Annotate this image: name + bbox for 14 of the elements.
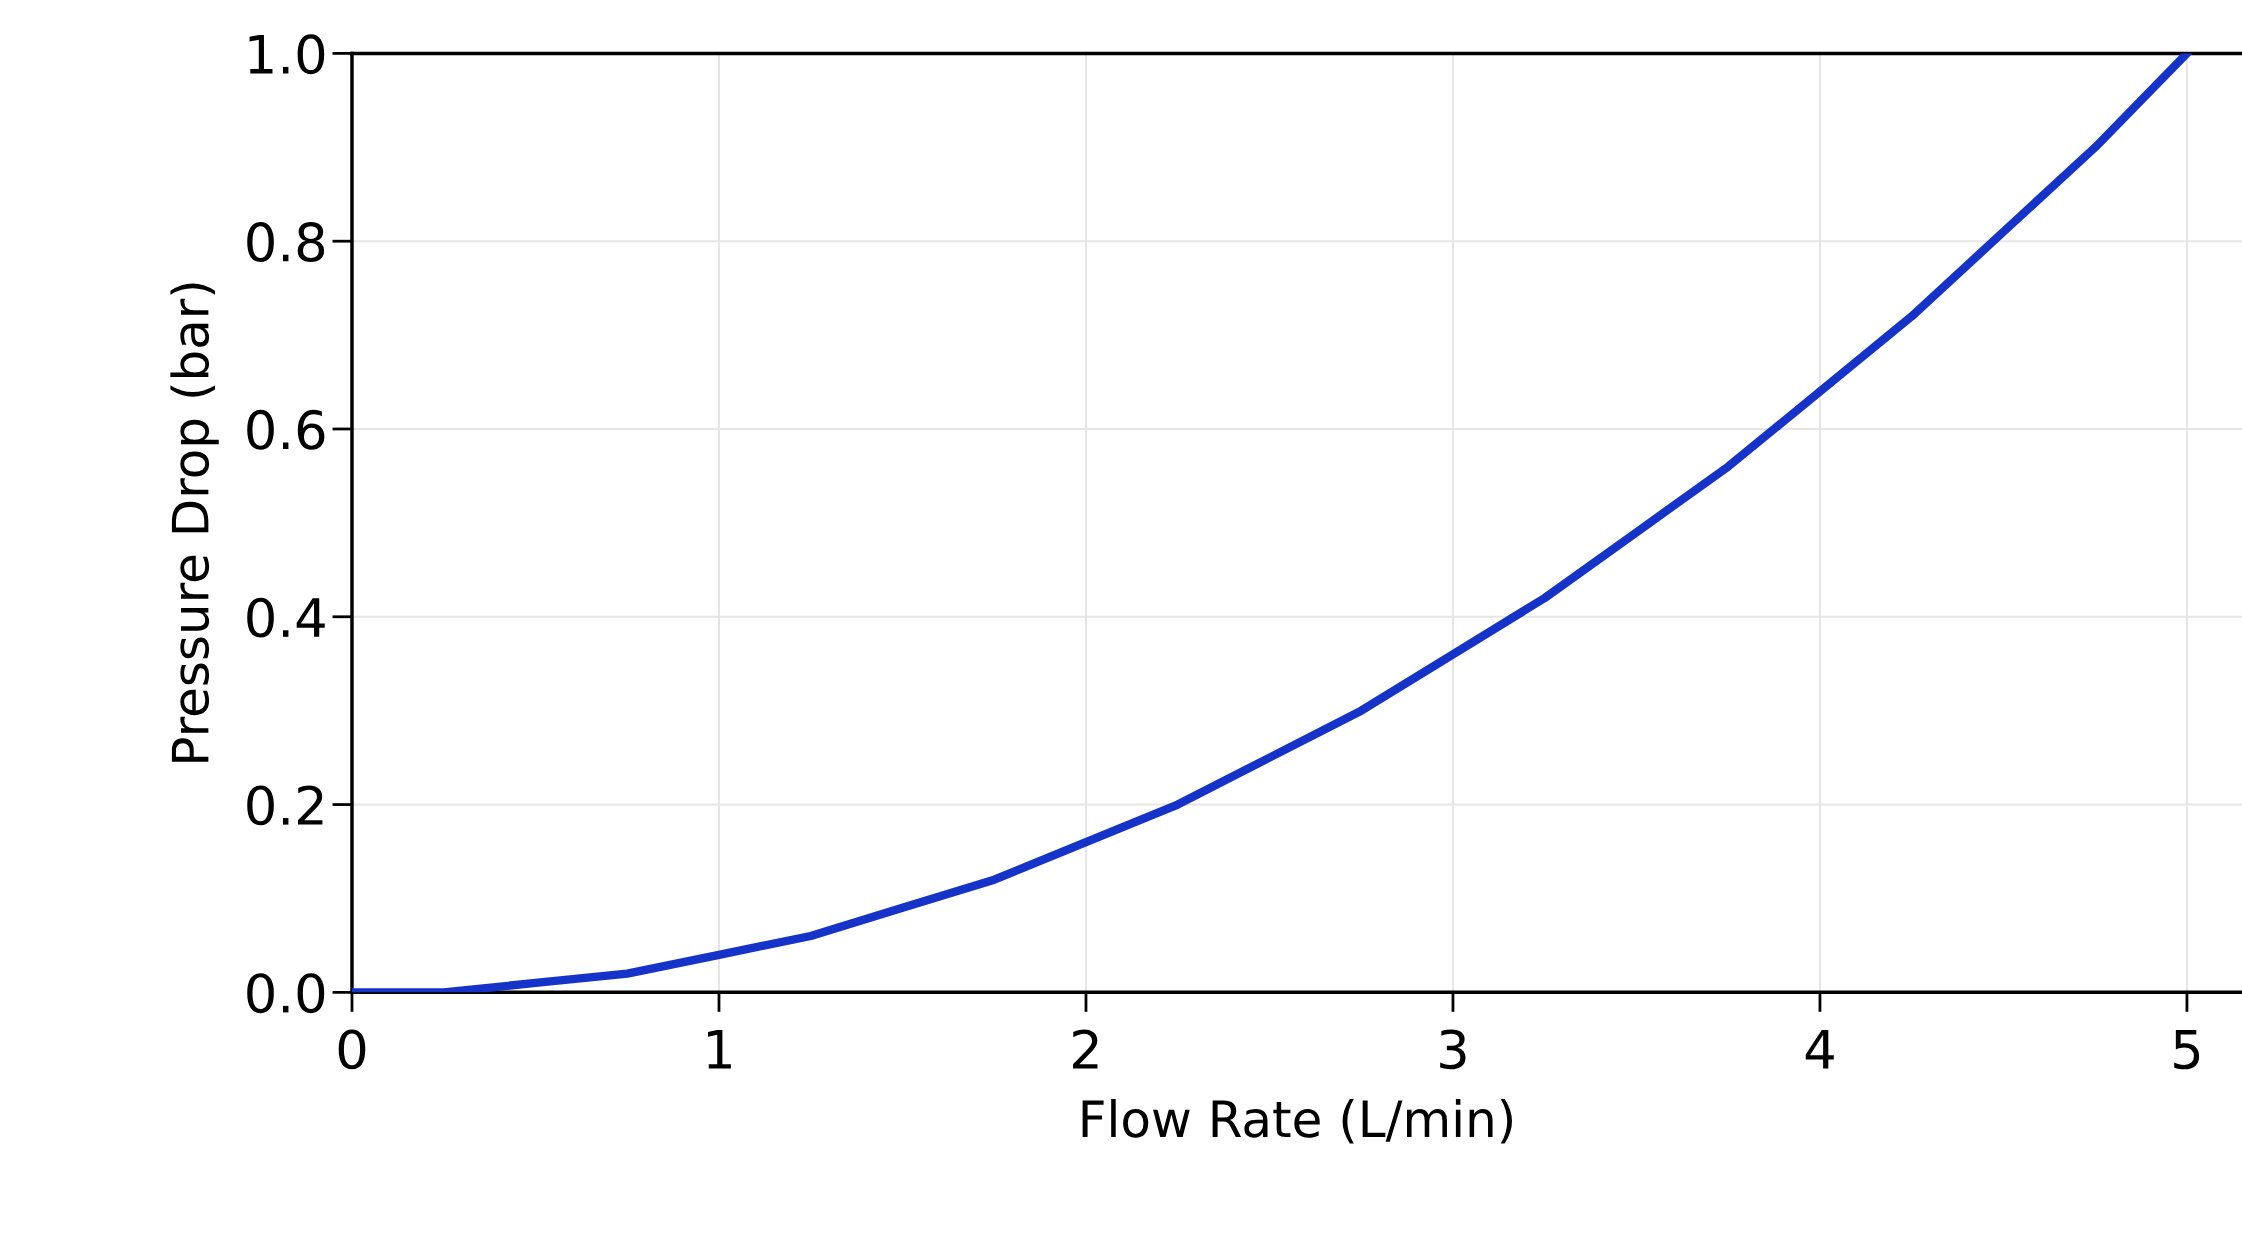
y-tick-label: 0.8: [247, 222, 325, 262]
y-tick-label: 0.0: [247, 973, 325, 1014]
y-axis-title: Pressure Drop (bar): [170, 283, 219, 762]
y-tick-label: 0.2: [247, 785, 323, 826]
x-tick-label: 4: [1805, 1030, 1834, 1069]
x-tick-label: 5: [2174, 1030, 2200, 1070]
x-tick-label: 2: [1073, 1029, 1098, 1069]
x-tick-label: 3: [1440, 1029, 1466, 1070]
y-tick-label: 0.6: [247, 409, 325, 450]
x-tick-label: 0: [338, 1029, 366, 1070]
y-tick-label: 1.0: [249, 34, 325, 75]
x-tick-label: 1: [707, 1030, 731, 1069]
y-tick-label: 0.4: [247, 597, 325, 638]
x-axis-title: Flow Rate (L/min): [1082, 1098, 1512, 1144]
